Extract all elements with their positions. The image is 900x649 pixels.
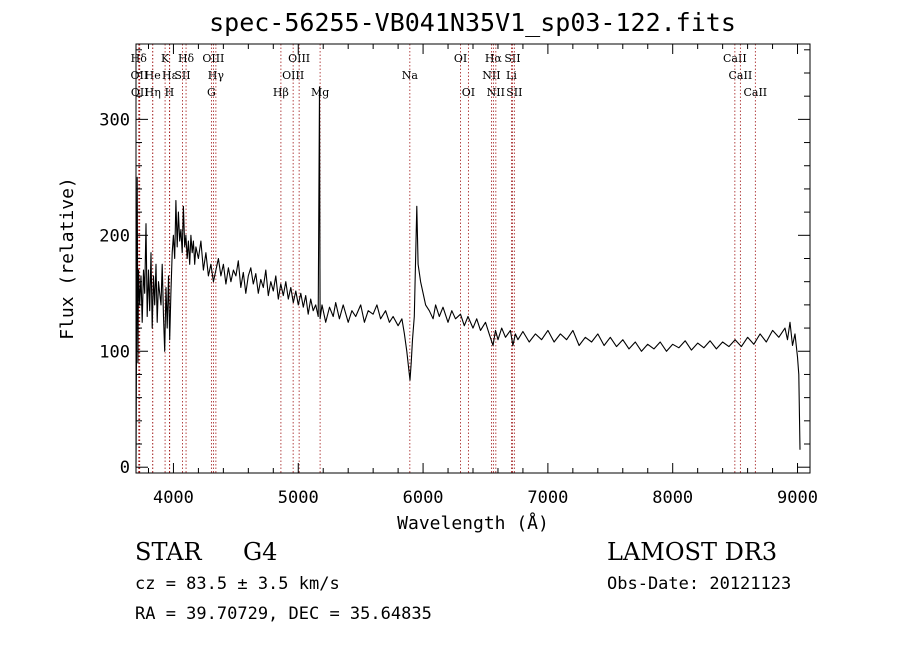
chart-title: spec-56255-VB041N35V1_sp03-122.fits — [209, 8, 736, 37]
line-label: Hδ — [131, 52, 148, 65]
line-label: NII — [487, 86, 505, 99]
sky-coordinates: RA = 39.70729, DEC = 35.64835 — [135, 604, 432, 624]
line-label: Hβ — [273, 86, 289, 99]
line-label: G — [207, 86, 216, 99]
line-label: OIII — [202, 52, 224, 65]
x-tick-label: 7000 — [527, 488, 568, 508]
line-label: SII — [506, 86, 522, 99]
x-axis-label: Wavelength (Å) — [397, 512, 549, 534]
line-label: OII — [131, 86, 149, 99]
x-tick-label: 6000 — [403, 488, 444, 508]
y-tick-label: 300 — [99, 110, 130, 130]
y-tick-label: 0 — [120, 458, 130, 478]
line-label: SII — [504, 52, 520, 65]
x-tick-label: 5000 — [278, 488, 319, 508]
line-label: Na — [402, 69, 419, 82]
line-label: CaII — [723, 52, 747, 65]
line-label: OIII — [288, 52, 310, 65]
x-tick-label: 8000 — [652, 488, 693, 508]
line-label: Li — [506, 69, 517, 82]
line-label: CaII — [743, 86, 767, 99]
spectrum-line — [135, 86, 801, 468]
redshift-velocity: cz = 83.5 ± 3.5 km/s — [135, 574, 340, 594]
line-label: H — [165, 86, 175, 99]
y-tick-label: 200 — [99, 226, 130, 246]
line-label: OIII — [282, 69, 304, 82]
survey-name: LAMOST DR3 — [607, 538, 778, 566]
line-label: CaII — [729, 69, 753, 82]
line-label: Hη — [145, 86, 161, 99]
y-axis-label: Flux (relative) — [57, 177, 78, 340]
object-subclass: G4 — [243, 538, 278, 566]
line-label: Hα — [485, 52, 503, 65]
line-label: SII — [174, 69, 190, 82]
line-label: OI — [462, 86, 475, 99]
y-tick-label: 100 — [99, 342, 130, 362]
line-label: OI — [454, 52, 467, 65]
observation-date: Obs-Date: 20121123 — [607, 574, 792, 594]
line-label: Hδ — [178, 52, 195, 65]
object-class: STAR — [135, 538, 202, 566]
line-label: K — [161, 52, 170, 65]
line-label: Mg — [311, 86, 329, 99]
line-label: Hγ — [208, 69, 225, 82]
x-tick-label: 9000 — [777, 488, 818, 508]
plot-frame — [135, 43, 811, 474]
line-label: NII — [482, 69, 500, 82]
x-tick-label: 4000 — [153, 488, 194, 508]
line-label: Hε — [162, 69, 178, 82]
